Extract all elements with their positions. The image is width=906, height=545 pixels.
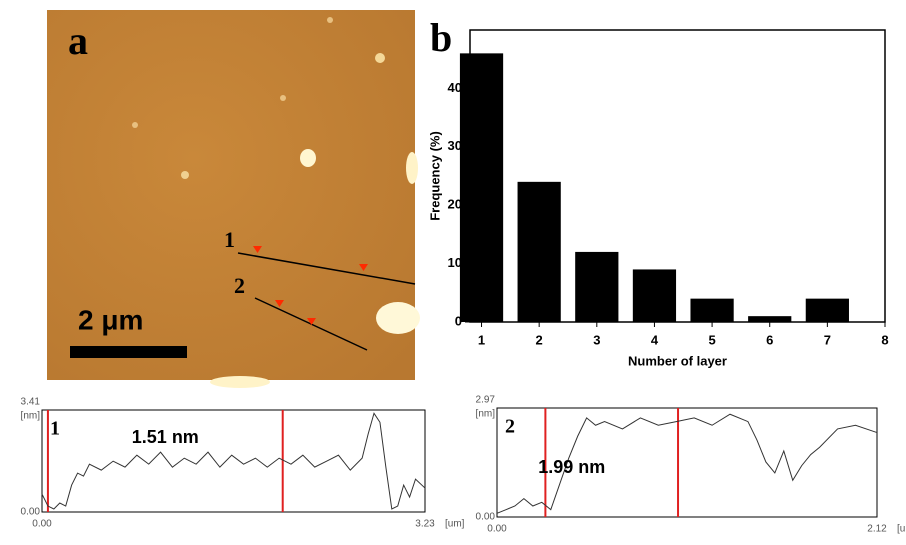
bar <box>575 251 619 322</box>
x-tick-label: 8 <box>881 332 888 347</box>
y-unit: [nm] <box>476 409 496 420</box>
x-tick-label: 1 <box>478 332 485 347</box>
bar <box>805 298 849 322</box>
y-tick-label: 0.00 <box>476 512 496 523</box>
y-tick-label: 40 <box>448 80 462 95</box>
profile-line <box>496 413 878 514</box>
particle <box>210 376 270 388</box>
particle <box>300 149 316 167</box>
line-label: 2 <box>234 273 245 298</box>
x-tick-label: 4 <box>651 332 659 347</box>
afm-background <box>47 10 415 380</box>
y-tick-label: 3.41 <box>21 397 41 408</box>
bar <box>748 316 792 322</box>
afm-image: a 2 μm 1 2 <box>47 10 420 388</box>
particle <box>132 122 138 128</box>
particle <box>375 53 385 63</box>
x-tick-label: 6 <box>766 332 773 347</box>
x-tick-label: 0.00 <box>487 524 507 535</box>
line-label: 1 <box>224 227 235 252</box>
x-tick-label: 2 <box>536 332 543 347</box>
bar <box>690 298 734 322</box>
y-tick-label: 2.97 <box>476 395 496 406</box>
scale-bar <box>70 346 187 358</box>
particle <box>406 152 418 184</box>
particle <box>376 302 420 334</box>
panel-label: b <box>430 15 452 60</box>
panel-label: 2 <box>505 416 515 438</box>
x-tick-label: 5 <box>708 332 715 347</box>
y-tick-label: 10 <box>448 255 462 270</box>
plot-frame <box>41 409 426 513</box>
y-tick-label: 30 <box>448 138 462 153</box>
particle <box>327 17 333 23</box>
profile-line <box>41 412 426 510</box>
x-tick-label: 0.00 <box>32 519 52 530</box>
scale-label: 2 μm <box>78 304 143 335</box>
plot-frame <box>496 407 878 518</box>
bar <box>632 269 677 322</box>
x-unit: [um] <box>897 524 906 535</box>
particle <box>280 95 286 101</box>
panel-label: a <box>68 18 88 63</box>
particle <box>181 171 189 179</box>
x-unit: [um] <box>445 519 465 530</box>
x-tick-label: 3.23 <box>415 519 435 530</box>
profile-line <box>237 252 416 285</box>
bar <box>459 53 504 323</box>
y-axis-label: Frequency (%) <box>427 131 442 221</box>
y-unit: [nm] <box>21 411 41 422</box>
bar <box>517 181 561 322</box>
panel-label: 1 <box>50 418 60 440</box>
y-tick-label: 0 <box>455 313 462 328</box>
annotation: 1.51 nm <box>132 427 199 447</box>
x-axis-label: Number of layer <box>628 353 727 368</box>
y-tick-label: 20 <box>448 197 462 212</box>
x-tick-label: 7 <box>824 332 831 347</box>
y-tick-label: 0.00 <box>21 507 41 518</box>
annotation: 1.99 nm <box>538 457 605 477</box>
x-tick-label: 3 <box>593 332 600 347</box>
x-tick-label: 2.12 <box>867 524 887 535</box>
